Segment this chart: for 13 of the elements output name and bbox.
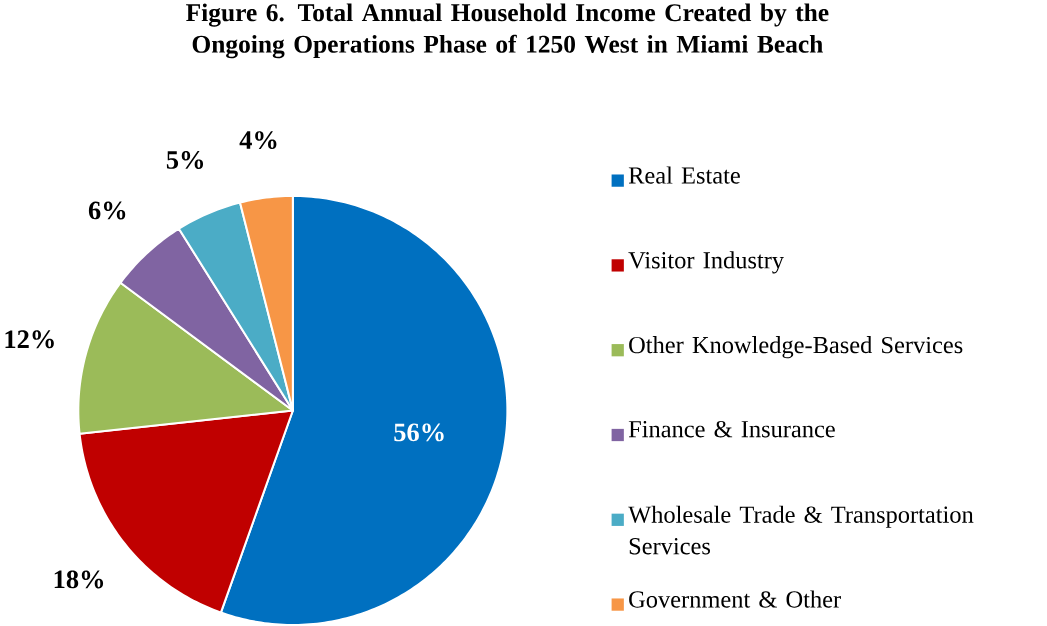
legend-label: Other Knowledge-Based Services — [629, 336, 963, 359]
data-label: 56% — [394, 423, 444, 442]
data-label: 5% — [166, 150, 204, 169]
data-label: 6% — [88, 201, 126, 220]
legend-label: Finance & Insurance — [628, 420, 835, 438]
legend-label: Government & Other — [629, 590, 841, 608]
legend-label: Visitor Industry — [628, 251, 784, 274]
data-label: 4% — [239, 131, 277, 150]
legend-label: Wholesale Trade & Transportation Services — [628, 505, 974, 555]
data-label: 12% — [5, 330, 54, 349]
chart-title: Figure 6. Total Annual Household Income Created by the Ongoing Operations Phase of 1250 West in Miami Beach — [186, 3, 829, 59]
legend-label: Real Estate — [628, 166, 740, 184]
data-label: 18% — [54, 570, 104, 589]
